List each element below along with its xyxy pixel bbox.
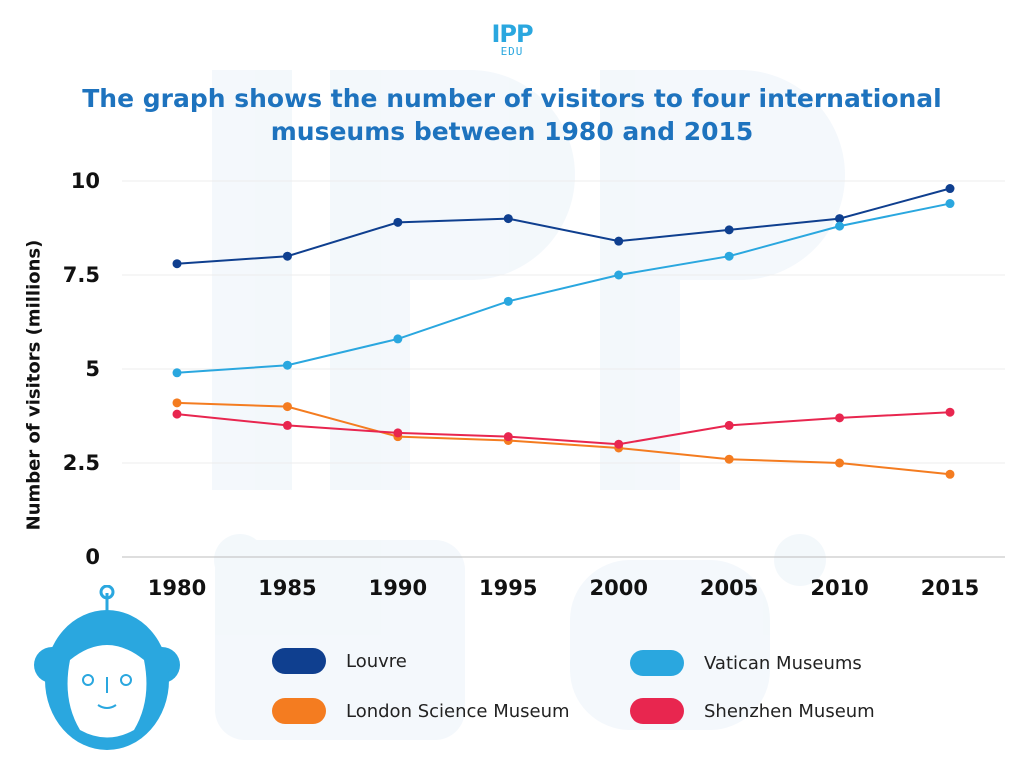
x-tick-label: 1985 bbox=[258, 576, 316, 600]
data-point-vatican-museums bbox=[724, 251, 734, 261]
y-tick-label: 5 bbox=[85, 357, 100, 381]
data-point-shenzhen-museum bbox=[835, 413, 845, 423]
data-point-vatican-museums bbox=[835, 221, 845, 231]
legend-label-shenzhen: Shenzhen Museum bbox=[704, 700, 875, 722]
x-tick-label: 2015 bbox=[921, 576, 979, 600]
data-point-shenzhen-museum bbox=[393, 428, 403, 438]
data-point-london-science-museum bbox=[724, 454, 734, 464]
logo-main-text: IPP bbox=[491, 20, 533, 48]
data-point-london-science-museum bbox=[282, 402, 292, 412]
legend-swatch-shenzhen bbox=[630, 698, 684, 724]
legend-label-london: London Science Museum bbox=[346, 700, 570, 722]
x-tick-label: 2005 bbox=[700, 576, 758, 600]
y-tick-label: 7.5 bbox=[63, 263, 100, 287]
data-point-shenzhen-museum bbox=[945, 407, 955, 417]
monkey-mascot-icon bbox=[34, 585, 180, 750]
y-tick-label: 0 bbox=[85, 545, 100, 569]
data-point-shenzhen-museum bbox=[614, 439, 624, 449]
data-point-louvre bbox=[172, 259, 182, 269]
data-point-shenzhen-museum bbox=[503, 432, 513, 442]
x-tick-label: 1995 bbox=[479, 576, 537, 600]
mascot-left-eye bbox=[82, 674, 94, 686]
data-point-vatican-museums bbox=[172, 368, 182, 378]
data-point-shenzhen-museum bbox=[282, 420, 292, 430]
chart-title: The graph shows the number of visitors t… bbox=[82, 84, 942, 146]
series-line-vatican-museums bbox=[176, 202, 951, 374]
data-point-vatican-museums bbox=[282, 360, 292, 370]
data-point-vatican-museums bbox=[945, 199, 955, 209]
data-point-shenzhen-museum bbox=[172, 409, 182, 419]
legend-item-shenzhen: Shenzhen Museum bbox=[630, 696, 875, 726]
legend-swatch-london bbox=[272, 698, 326, 724]
y-axis-label: Number of visitors (millions) bbox=[23, 239, 45, 531]
logo-sub-text: EDU bbox=[500, 45, 524, 58]
x-tick-label: 1980 bbox=[148, 576, 206, 600]
data-point-london-science-museum bbox=[172, 398, 182, 408]
data-point-louvre bbox=[945, 184, 955, 194]
data-point-louvre bbox=[282, 251, 292, 261]
x-tick-label: 1990 bbox=[369, 576, 427, 600]
data-point-louvre bbox=[835, 214, 845, 224]
ipp-edu-logo: IPP EDU bbox=[486, 22, 538, 57]
x-tick-label: 2010 bbox=[810, 576, 868, 600]
mascot-right-eye bbox=[120, 674, 132, 686]
y-tick-label: 10 bbox=[71, 169, 100, 193]
data-point-london-science-museum bbox=[945, 469, 955, 479]
y-tick-label: 2.5 bbox=[63, 451, 100, 475]
series-line-london-science-museum bbox=[176, 401, 951, 476]
legend-item-louvre: Louvre bbox=[272, 646, 407, 676]
legend-item-vatican: Vatican Museums bbox=[630, 648, 862, 678]
data-point-louvre bbox=[724, 225, 734, 235]
mascot-mouth bbox=[97, 704, 117, 709]
series-line-louvre bbox=[176, 187, 951, 265]
data-point-vatican-museums bbox=[503, 296, 513, 306]
data-point-louvre bbox=[393, 217, 403, 227]
data-point-louvre bbox=[503, 214, 513, 224]
legend-swatch-vatican bbox=[630, 650, 684, 676]
data-point-shenzhen-museum bbox=[724, 420, 734, 430]
data-point-louvre bbox=[614, 236, 624, 246]
legend-label-vatican: Vatican Museums bbox=[704, 652, 862, 674]
data-point-vatican-museums bbox=[614, 270, 624, 280]
mascot-antenna-tip bbox=[99, 585, 115, 600]
legend-swatch-louvre bbox=[272, 648, 326, 674]
data-point-london-science-museum bbox=[835, 458, 845, 468]
legend-item-london: London Science Museum bbox=[272, 696, 570, 726]
series-line-shenzhen-museum bbox=[176, 411, 951, 446]
legend-label-louvre: Louvre bbox=[346, 650, 407, 672]
x-tick-label: 2000 bbox=[589, 576, 647, 600]
data-point-vatican-museums bbox=[393, 334, 403, 344]
